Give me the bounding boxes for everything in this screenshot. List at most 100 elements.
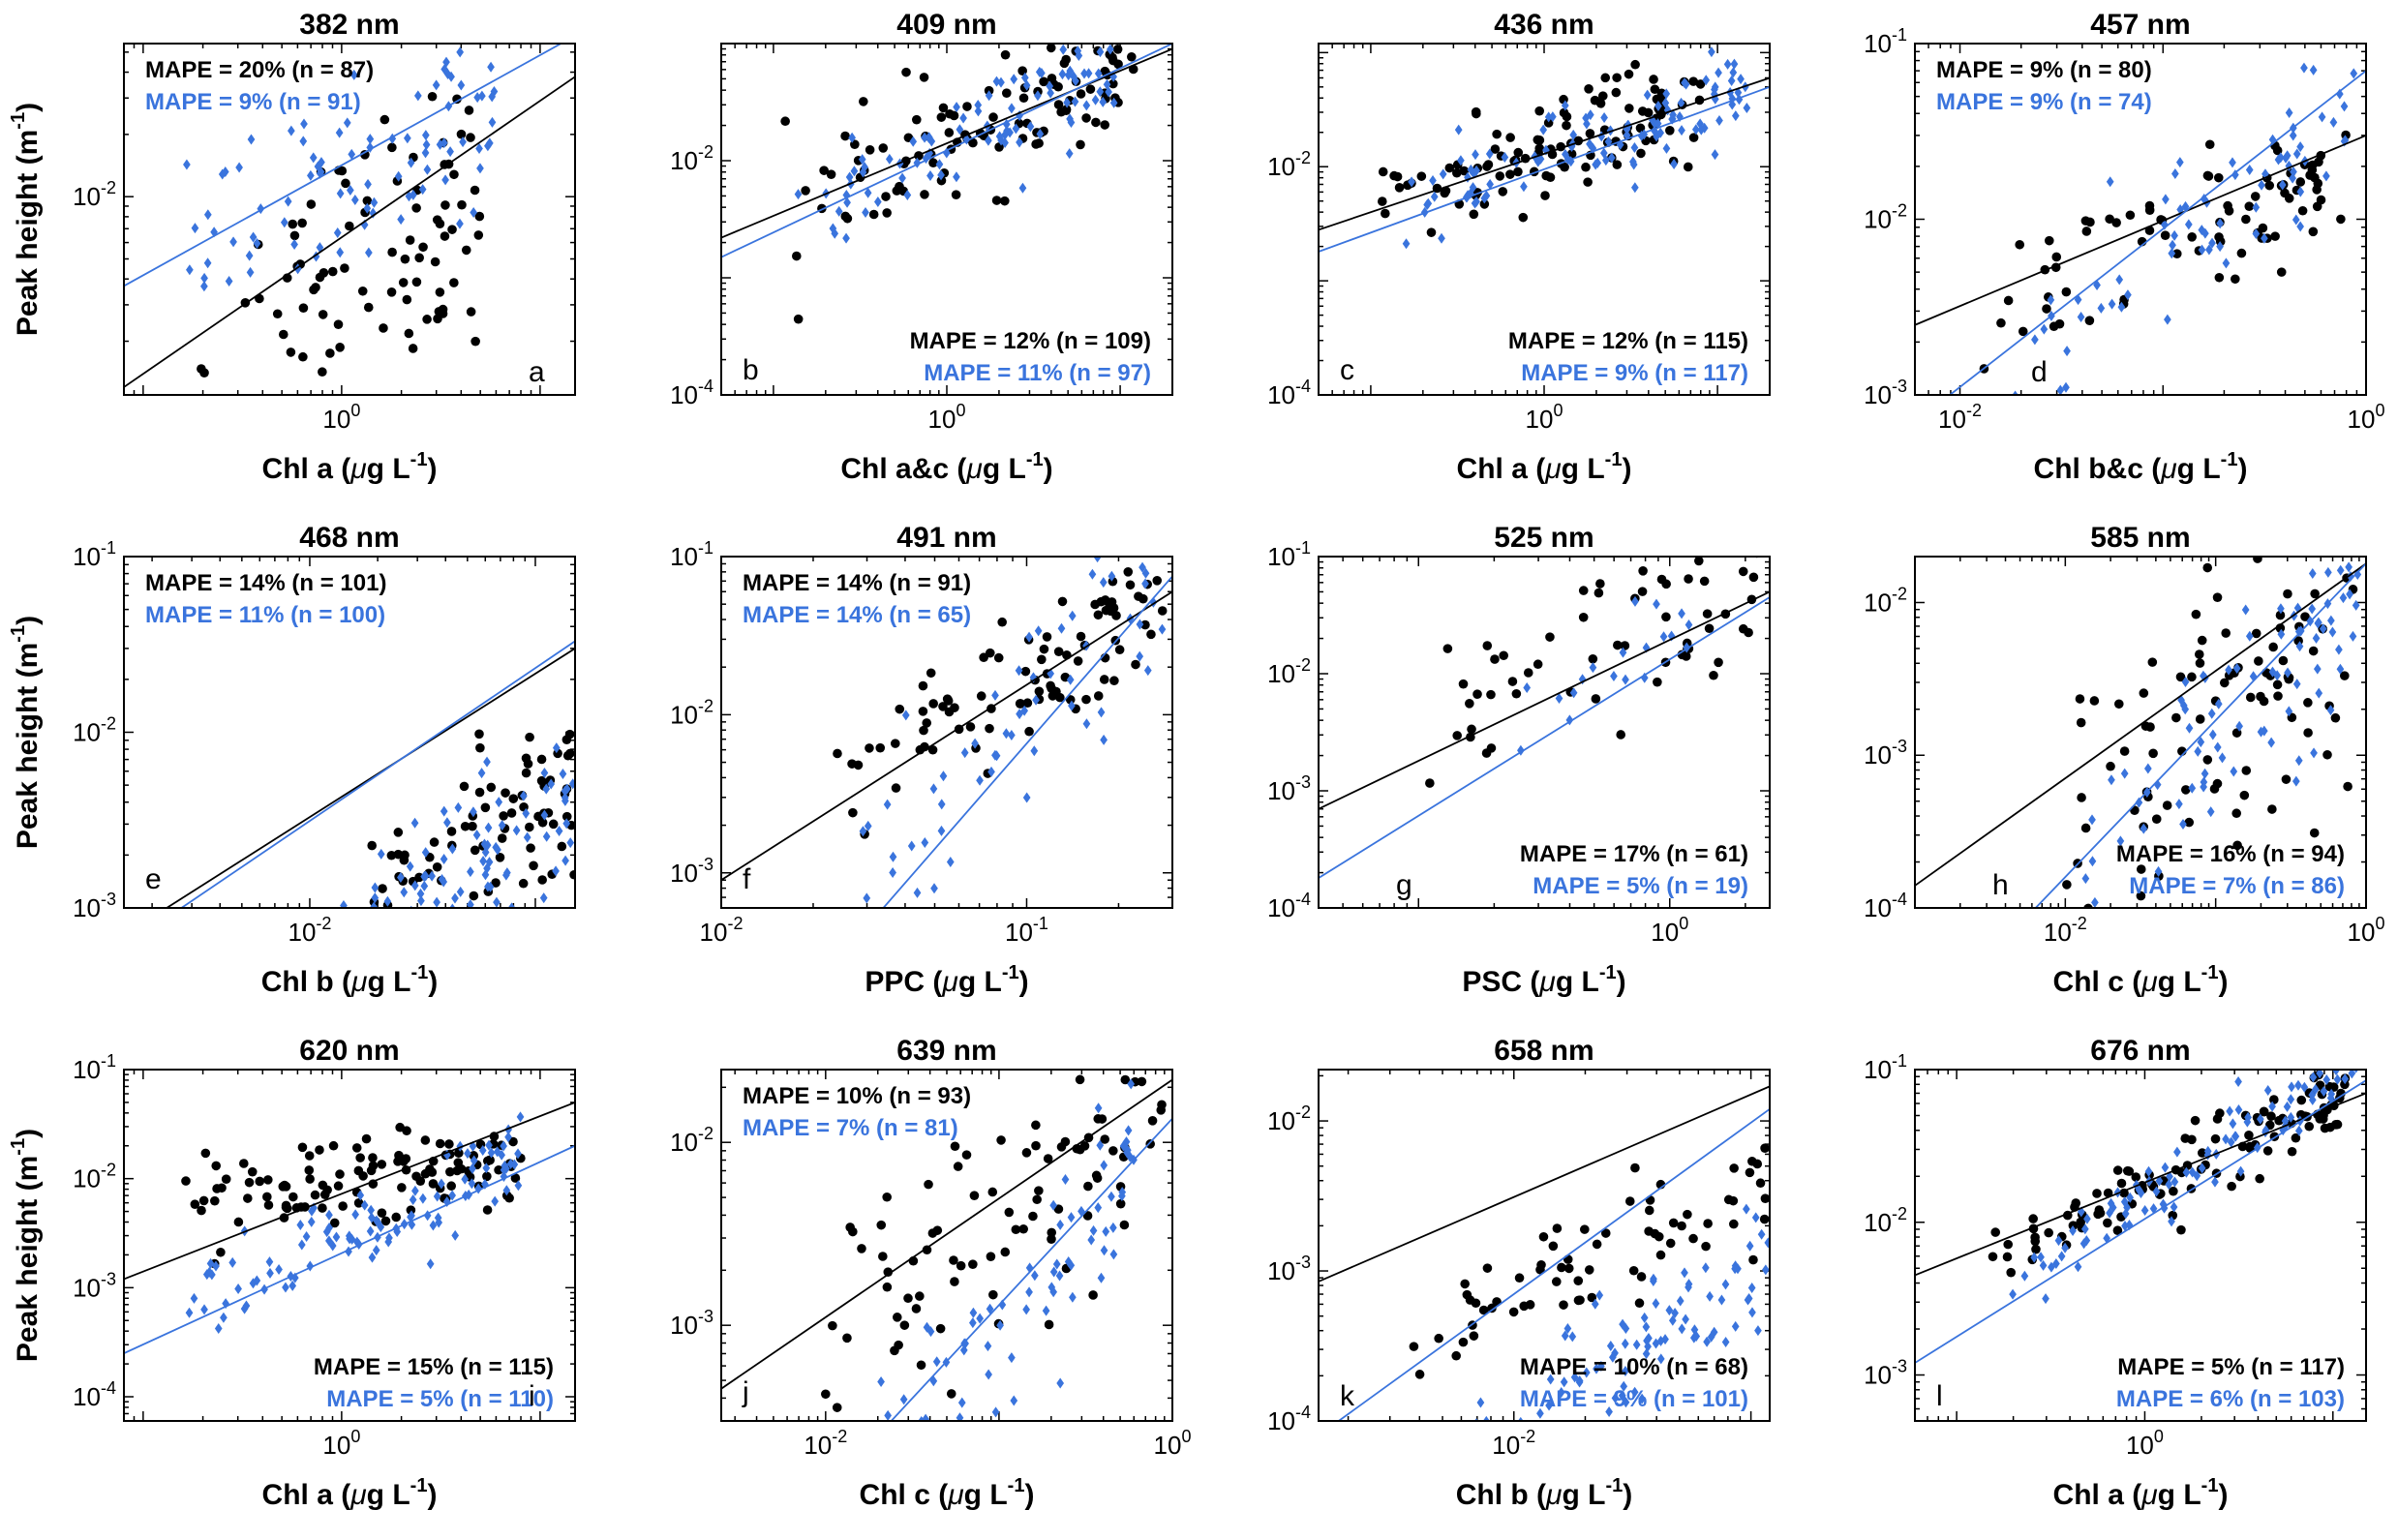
x-label-sup: -1	[1599, 962, 1617, 983]
x-tick-exp: 0	[1679, 914, 1688, 933]
point-blue	[2290, 166, 2297, 178]
point-blue	[467, 899, 474, 908]
point-blue	[2182, 1166, 2191, 1178]
point-blue	[960, 747, 969, 759]
y-tick-label: 10-4	[1267, 377, 1311, 409]
point-blue	[432, 79, 440, 91]
point-black	[833, 748, 842, 759]
point-black	[1425, 778, 1435, 788]
y-tick-base: 10	[1267, 1106, 1295, 1135]
panel-title: 409 nm	[896, 9, 996, 41]
point-blue	[1696, 118, 1704, 130]
point-black	[969, 1191, 980, 1200]
y-tick-label: 10-2	[1864, 1204, 1907, 1237]
point-blue	[484, 140, 492, 152]
point-black	[847, 759, 857, 769]
point-blue	[240, 1303, 249, 1314]
point-blue	[410, 880, 419, 891]
panel-letter: g	[1396, 869, 1412, 901]
point-blue	[1570, 1372, 1579, 1383]
point-blue	[1464, 1432, 1472, 1442]
point-black	[1469, 1331, 1479, 1341]
point-black	[1034, 138, 1044, 148]
point-black	[2287, 1146, 2297, 1157]
point-black	[857, 1244, 866, 1253]
point-blue	[479, 14, 487, 24]
point-blue	[1126, 1151, 1135, 1163]
point-blue	[1012, 123, 1020, 135]
y-label-text: Peak height (m	[12, 643, 44, 849]
point-blue	[1103, 29, 1110, 40]
point-blue	[183, 159, 191, 170]
point-blue	[416, 888, 425, 899]
point-blue	[2309, 1072, 2318, 1083]
point-black	[1416, 171, 1427, 181]
point-blue	[1064, 70, 1073, 81]
panel-frame	[720, 556, 1173, 909]
point-black	[1585, 129, 1595, 138]
point-blue	[2311, 1083, 2320, 1095]
x-tick-exp: 0	[350, 1427, 360, 1446]
panel-title: 436 nm	[1494, 9, 1594, 41]
point-blue	[953, 171, 960, 183]
mape-black: MAPE = 5% (n = 117)	[2117, 1354, 2345, 1380]
y-tick-exp: -3	[1892, 1357, 1907, 1376]
point-black	[449, 278, 459, 287]
point-blue	[1408, 176, 1415, 188]
point-blue	[456, 46, 465, 58]
y-tick-base: 10	[73, 1055, 101, 1084]
point-blue	[356, 1190, 365, 1201]
point-black	[2259, 1106, 2269, 1117]
point-blue	[2245, 630, 2254, 642]
x-label-post: g L	[2158, 1479, 2201, 1511]
fit-line-blue	[124, 44, 563, 287]
point-blue	[1444, 1443, 1452, 1454]
point-black	[2075, 694, 2085, 704]
point-blue	[1459, 1439, 1467, 1450]
point-blue	[1649, 114, 1656, 126]
point-blue	[566, 837, 575, 849]
point-black	[1704, 623, 1715, 634]
mape-annotations: MAPE = 14% (n = 101)MAPE = 11% (n = 100)	[145, 570, 386, 628]
point-black	[1047, 683, 1056, 694]
point-blue	[500, 1140, 507, 1152]
point-blue	[2198, 225, 2206, 236]
point-black	[362, 196, 373, 206]
point-black	[2031, 1244, 2041, 1254]
point-black	[882, 1282, 893, 1292]
point-blue	[1629, 159, 1638, 170]
point-blue	[388, 133, 397, 144]
point-blue	[1668, 1314, 1677, 1326]
point-blue	[2116, 835, 2125, 847]
point-blue	[510, 1159, 519, 1170]
x-tick-base: 10	[1154, 1431, 1182, 1460]
point-black	[411, 924, 421, 934]
point-blue	[2227, 1136, 2235, 1148]
point-blue	[2074, 1261, 2082, 1273]
point-black	[2244, 1131, 2254, 1140]
point-blue	[1160, 484, 1168, 495]
point-blue	[2170, 229, 2178, 241]
point-black	[1581, 162, 1591, 172]
point-blue	[1549, 111, 1557, 123]
point-blue	[409, 1193, 417, 1205]
mape-annotations: MAPE = 9% (n = 80)MAPE = 9% (n = 74)	[1936, 57, 2152, 115]
point-black	[1551, 1277, 1562, 1286]
point-black	[2083, 903, 2093, 908]
point-blue	[1082, 718, 1091, 730]
point-blue	[2211, 1176, 2219, 1188]
point-black	[918, 680, 928, 691]
point-blue	[2352, 599, 2360, 611]
y-tick-base: 10	[1864, 205, 1892, 234]
point-black	[1032, 1194, 1042, 1205]
point-blue	[1661, 1334, 1669, 1345]
y-tick-base: 10	[670, 380, 698, 409]
point-blue	[438, 1178, 445, 1190]
point-black	[987, 1187, 998, 1197]
point-black	[2323, 1059, 2333, 1069]
point-blue	[2283, 150, 2292, 162]
y-tick-base: 10	[1864, 588, 1892, 617]
y-tick-base: 10	[1864, 1055, 1892, 1084]
point-blue	[377, 848, 385, 860]
